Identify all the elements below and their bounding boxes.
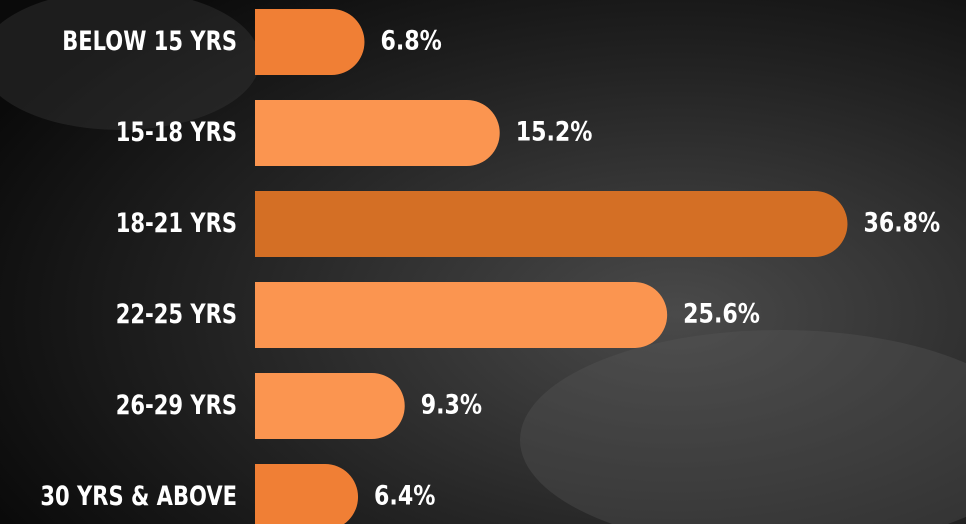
value-label: 36.8% bbox=[863, 207, 940, 239]
category-label: 30 YRS & ABOVE bbox=[40, 480, 237, 511]
category-label: BELOW 15 YRS bbox=[62, 25, 237, 56]
bar bbox=[255, 100, 500, 166]
category-label: 26-29 YRS bbox=[116, 389, 237, 420]
value-label: 6.4% bbox=[374, 480, 435, 512]
category-label: 15-18 YRS bbox=[116, 116, 237, 147]
value-label: 15.2% bbox=[516, 116, 593, 148]
bar bbox=[255, 282, 667, 348]
chart: BELOW 15 YRS 6.8% 15-18 YRS 15.2% 18-21 YRS 3… bbox=[0, 0, 966, 524]
bar bbox=[255, 373, 405, 439]
value-label: 6.8% bbox=[380, 25, 441, 57]
value-label: 9.3% bbox=[421, 389, 482, 421]
bar bbox=[255, 9, 364, 75]
category-label: 22-25 YRS bbox=[116, 298, 237, 329]
value-label: 25.6% bbox=[683, 298, 760, 330]
category-label: 18-21 YRS bbox=[116, 207, 237, 238]
bar bbox=[255, 191, 847, 257]
bar bbox=[255, 464, 358, 524]
page: BELOW 15 YRS 6.8% 15-18 YRS 15.2% 18-21 YRS 3… bbox=[0, 0, 966, 524]
